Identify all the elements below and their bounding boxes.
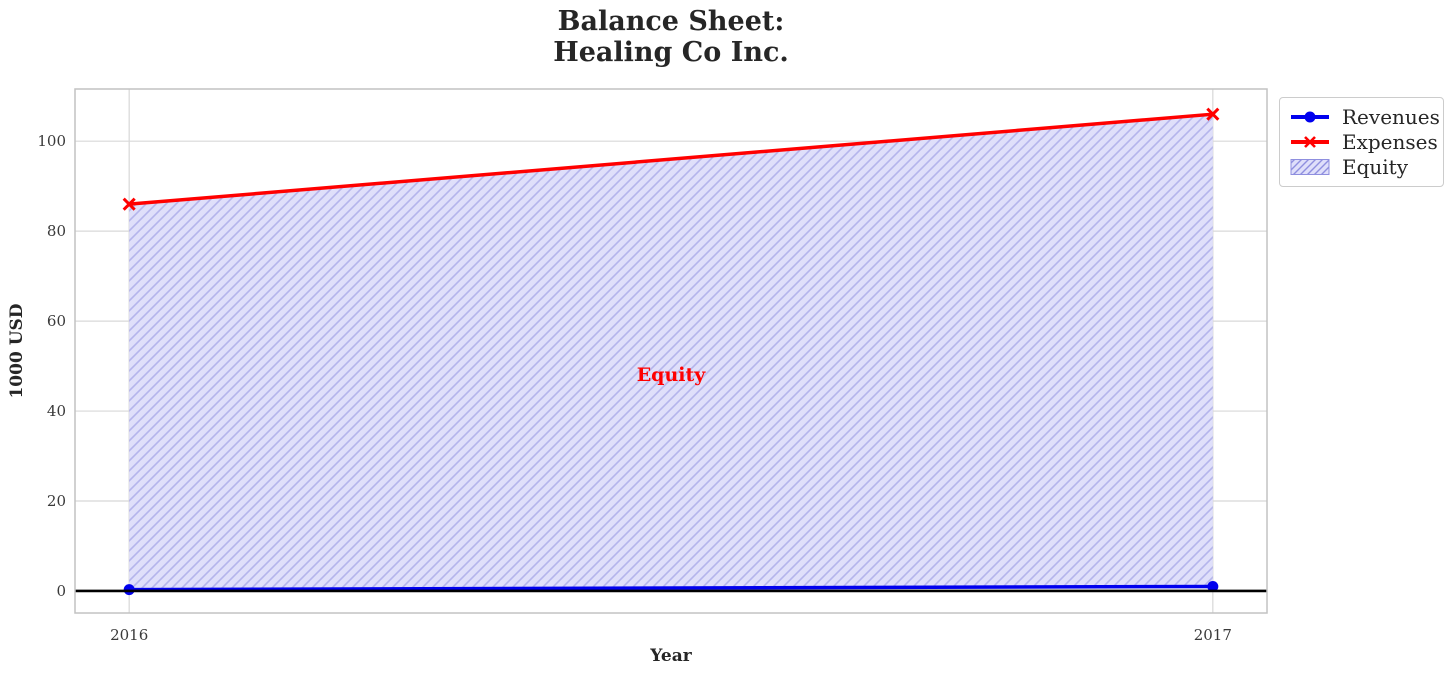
y-tick-label: 40 [47, 402, 66, 420]
chart-title-line-2: Healing Co Inc. [553, 37, 789, 68]
legend-item-expenses: Expenses [1289, 130, 1438, 155]
revenues-line-sample [1291, 111, 1329, 123]
tick-labels-layer: 0 20 40 60 80 100 2016 2017 [37, 132, 1232, 644]
y-tick-label: 0 [56, 582, 66, 600]
expenses-sample-marker [1304, 136, 1316, 148]
series-layer [122, 107, 1220, 596]
revenues-marker [1207, 580, 1219, 592]
equity-annotation: Equity [636, 364, 706, 387]
y-axis-label: 1000 USD [7, 303, 27, 399]
legend-label-equity: Equity [1342, 154, 1409, 179]
chart-title: Balance Sheet: Healing Co Inc. [75, 6, 1267, 68]
x-tick-label: 2016 [110, 626, 148, 644]
expenses-marker [122, 197, 136, 211]
expenses-line-sample [1291, 136, 1329, 148]
chart-title-line-1: Balance Sheet: [557, 6, 785, 37]
equity-area-layer [129, 114, 1213, 590]
equity-patch-sample [1290, 158, 1330, 175]
y-tick-label: 80 [47, 222, 66, 240]
equity-sample-patch [1290, 158, 1330, 175]
revenues-sample-marker [1304, 111, 1316, 123]
legend: Revenues Expenses Equity [1279, 97, 1444, 187]
equity-area [129, 114, 1213, 590]
revenues-line [129, 584, 1213, 592]
legend-item-revenues: Revenues [1289, 105, 1440, 130]
y-tick-label: 60 [47, 312, 66, 330]
x-tick-label: 2017 [1194, 626, 1232, 644]
expenses-line [129, 112, 1213, 206]
expenses-marker [1206, 107, 1220, 121]
y-tick-label: 100 [37, 132, 66, 150]
x-axis-label: Year [650, 646, 692, 666]
legend-label-revenues: Revenues [1342, 105, 1440, 130]
y-tick-label: 20 [47, 492, 66, 510]
axes-frame-layer [74, 88, 1268, 614]
axes-border [74, 88, 1268, 614]
legend-label-expenses: Expenses [1342, 130, 1438, 154]
legend-item-equity: Equity [1289, 154, 1434, 179]
revenues-marker [123, 584, 135, 596]
